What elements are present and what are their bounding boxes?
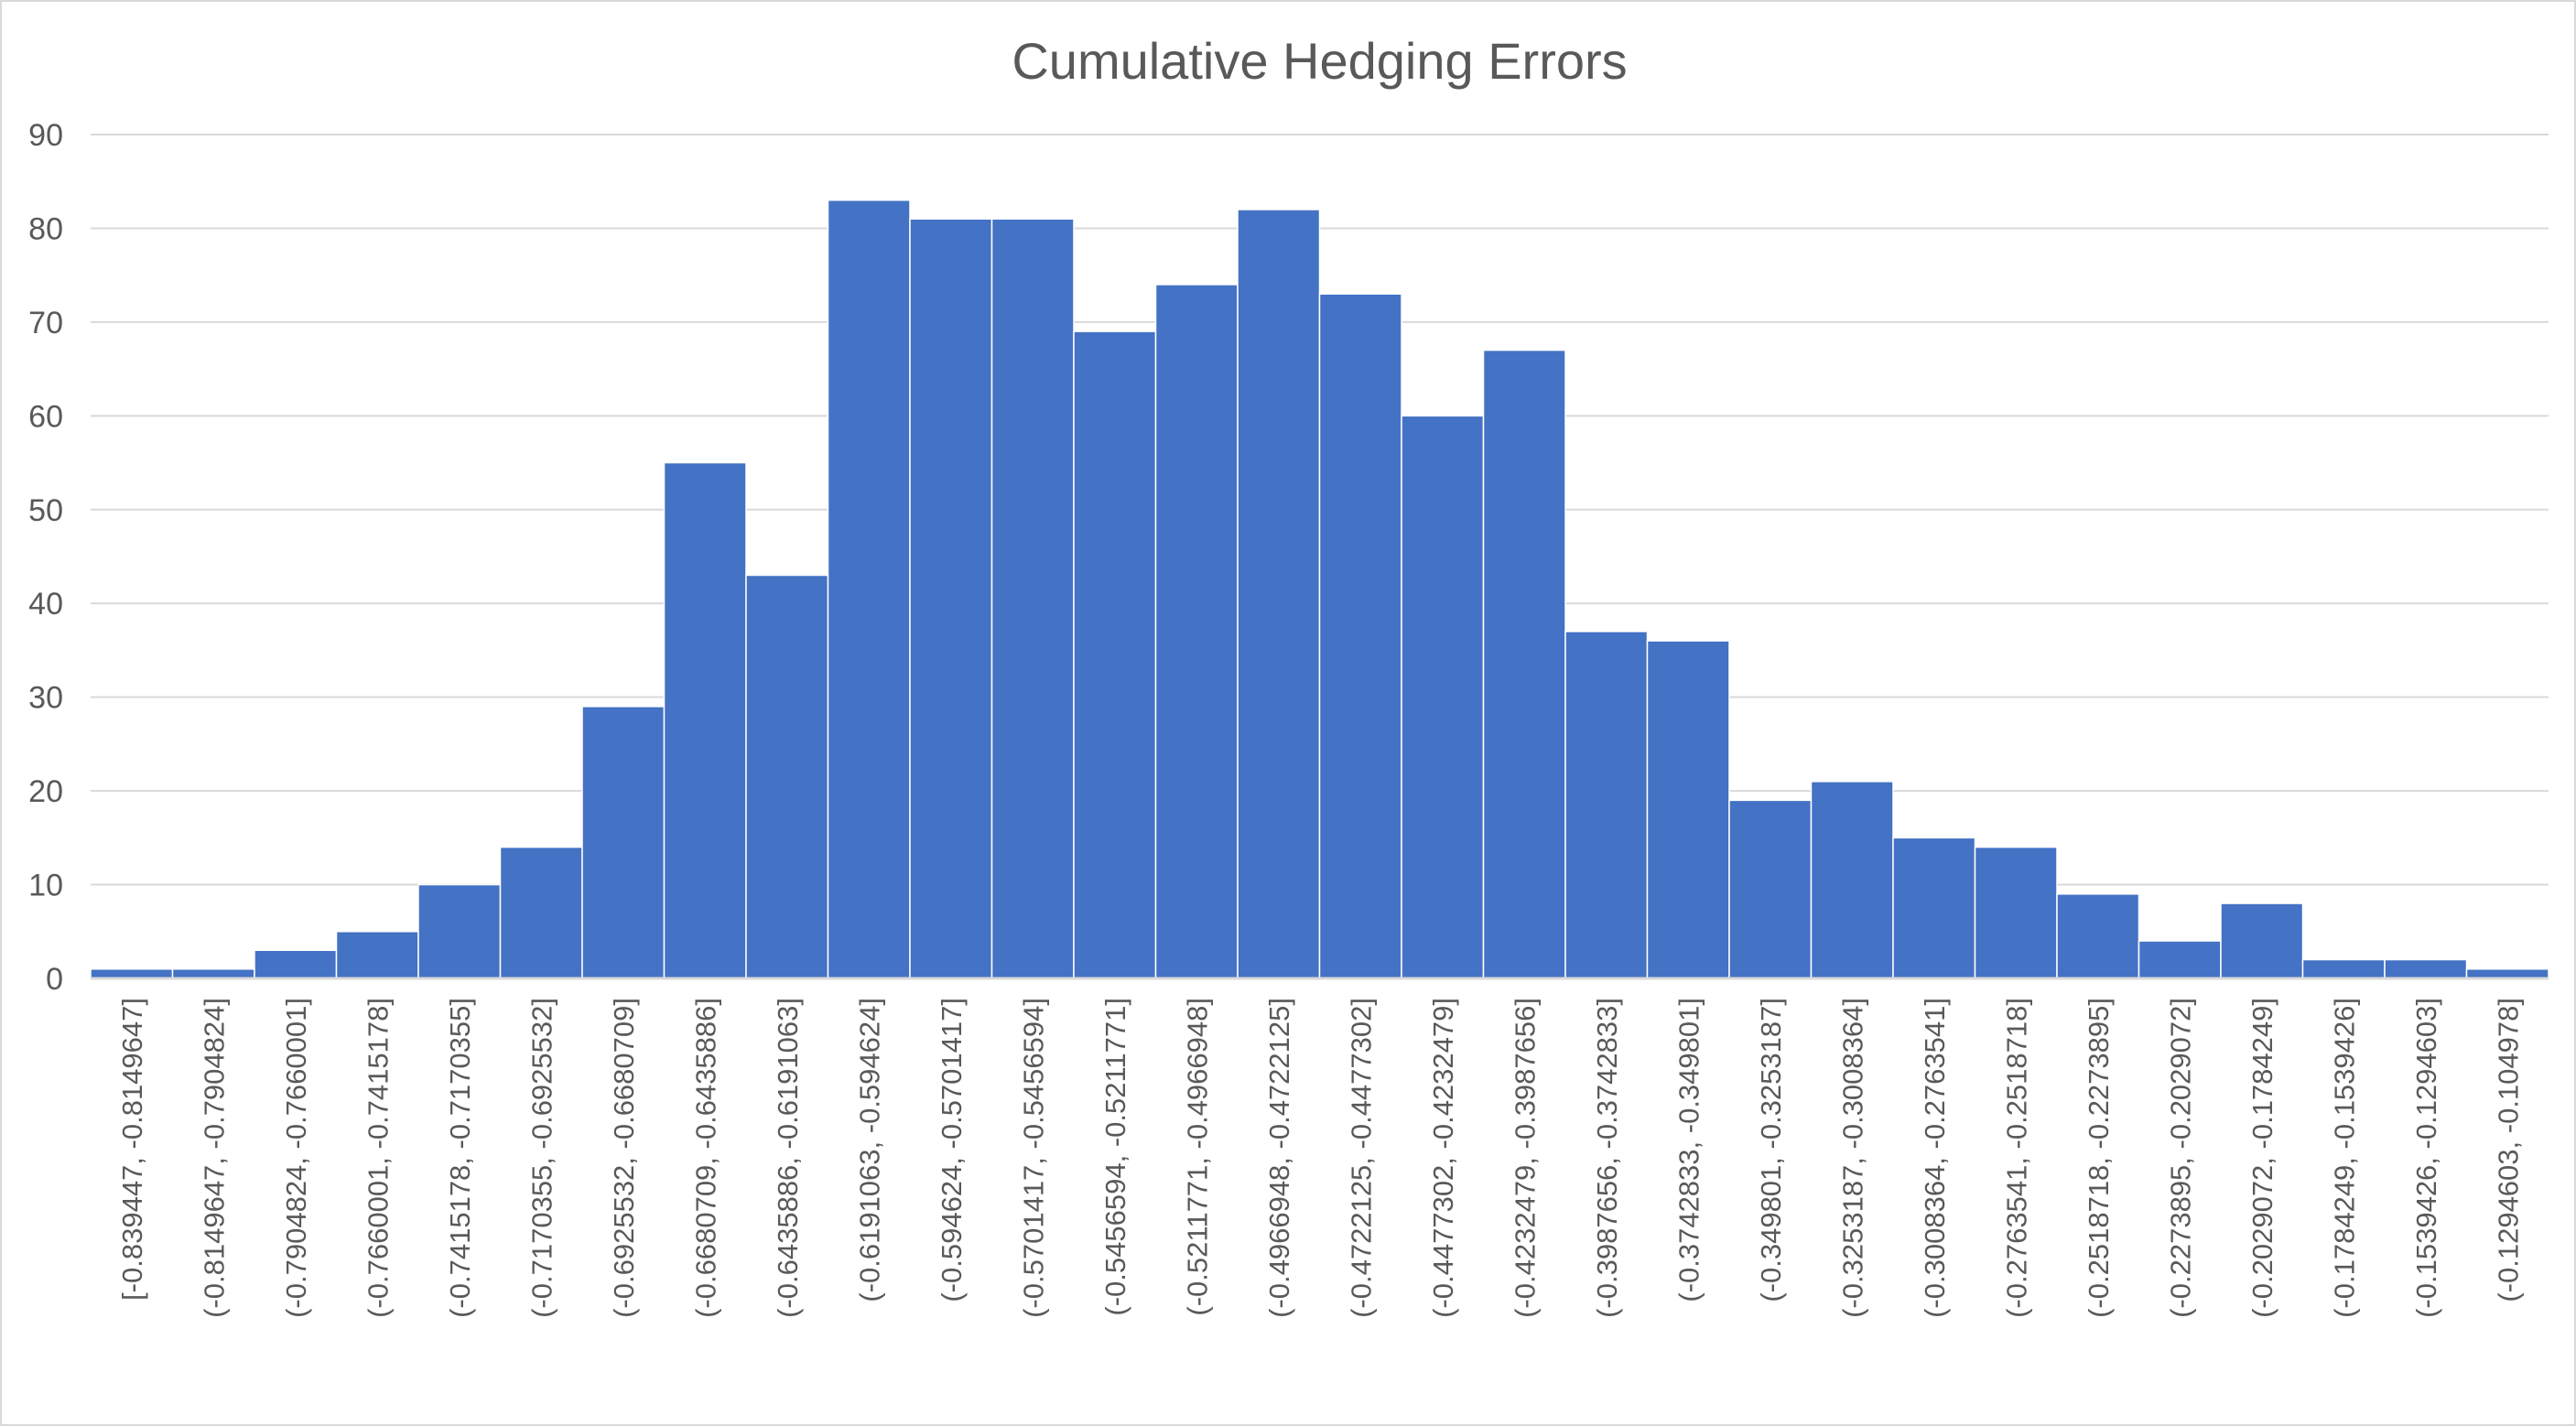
x-tick-label: (-0.1539426, -0.1294603] — [2410, 998, 2442, 1318]
histogram-bar — [499, 846, 583, 979]
histogram-bar — [335, 931, 419, 979]
histogram-bar — [1401, 415, 1485, 979]
x-tick-label: (-0.2763541, -0.2518718] — [2000, 998, 2032, 1318]
histogram-bar — [1154, 284, 1239, 979]
x-tick-label: (-0.594624, -0.5701417] — [936, 998, 968, 1302]
x-tick-label: (-0.3008364, -0.2763541] — [1919, 998, 1951, 1318]
histogram-bar — [2056, 893, 2140, 979]
histogram-bar — [990, 218, 1075, 979]
x-tick-label: (-0.6925532, -0.6680709] — [608, 998, 640, 1318]
x-tick-label: (-0.7170355, -0.6925532] — [525, 998, 557, 1318]
histogram-bar — [581, 706, 666, 979]
histogram-bar — [909, 218, 993, 979]
x-tick-label: (-0.6435886, -0.6191063] — [772, 998, 804, 1318]
x-tick-label: (-0.6191063, -0.594624] — [853, 998, 885, 1302]
x-tick-label: (-0.8149647, -0.7904824] — [198, 998, 230, 1318]
x-tick-label: (-0.4477302, -0.4232479] — [1427, 998, 1459, 1318]
histogram-bar — [2138, 940, 2222, 979]
x-tick-label: (-0.3253187, -0.3008364] — [1836, 998, 1868, 1318]
histogram-bar — [2301, 958, 2386, 979]
histogram-bar — [2220, 902, 2304, 979]
histogram-bar — [1810, 781, 1894, 979]
y-tick-label: 80 — [28, 211, 63, 246]
histogram-bar — [1318, 293, 1402, 979]
y-tick-label: 10 — [28, 869, 63, 903]
histogram-bar — [745, 574, 829, 979]
y-tick-label: 0 — [46, 962, 63, 997]
y-axis-tick-labels: 0 10 20 30 40 50 60 70 80 90 — [28, 118, 63, 997]
chart-title: Cumulative Hedging Errors — [1012, 32, 1627, 90]
histogram-bar — [90, 968, 174, 979]
histogram-bar — [1482, 349, 1566, 979]
x-tick-label: (-0.7660001, -0.7415178] — [362, 998, 394, 1318]
y-tick-label: 40 — [28, 587, 63, 621]
histogram-bar — [1237, 209, 1321, 979]
x-tick-label: (-0.1784249, -0.1539426] — [2328, 998, 2360, 1318]
x-tick-label: (-0.6680709, -0.6435886] — [689, 998, 721, 1318]
x-tick-label: (-0.2518718, -0.2273895] — [2083, 998, 2115, 1318]
histogram-bar — [254, 949, 338, 979]
histogram-bar — [1892, 837, 1976, 979]
x-tick-label: (-0.4232479, -0.3987656] — [1509, 998, 1541, 1318]
x-tick-label: (-0.349801, -0.3253187] — [1755, 998, 1787, 1302]
histogram-bar — [2465, 968, 2549, 979]
y-tick-label: 30 — [28, 681, 63, 716]
y-tick-label: 20 — [28, 774, 63, 809]
histogram-bar — [171, 968, 255, 979]
x-tick-label: (-0.2029072, -0.1784249] — [2246, 998, 2278, 1318]
x-tick-label: [-0.839447, -0.8149647] — [116, 998, 148, 1301]
y-tick-label: 60 — [28, 399, 63, 434]
x-tick-label: (-0.3742833, -0.349801] — [1672, 998, 1705, 1302]
x-tick-label: (-0.5211771, -0.4966948] — [1181, 998, 1213, 1316]
x-tick-label: (-0.3987656, -0.3742833] — [1591, 998, 1623, 1318]
x-tick-label: (-0.2273895, -0.2029072] — [2164, 998, 2196, 1318]
histogram-bar — [2384, 958, 2468, 979]
histogram-bar — [417, 883, 502, 979]
x-tick-label: (-0.4722125, -0.4477302] — [1345, 998, 1377, 1318]
histogram-bar — [663, 461, 747, 979]
x-axis-tick-labels: [-0.839447, -0.8149647] (-0.8149647, -0.7… — [116, 998, 2525, 1318]
y-tick-label: 70 — [28, 306, 63, 340]
x-tick-label: (-0.7904824, -0.7660001] — [280, 998, 312, 1318]
histogram-bar — [1728, 799, 1813, 979]
y-tick-label: 90 — [28, 118, 63, 153]
histogram-bar — [1073, 330, 1157, 979]
bars — [90, 199, 2549, 979]
x-tick-label: (-0.5701417, -0.5456594] — [1017, 998, 1049, 1318]
y-tick-label: 50 — [28, 493, 63, 528]
histogram-bar — [1974, 846, 2058, 979]
histogram-bar — [1646, 640, 1730, 979]
x-tick-label: (-0.5456594, -0.5211771] — [1099, 998, 1131, 1316]
x-tick-label: (-0.7415178, -0.7170355] — [444, 998, 476, 1318]
x-tick-label: (-0.1294603, -0.104978] — [2492, 998, 2524, 1302]
histogram-bar — [827, 199, 911, 979]
histogram-bar — [1564, 631, 1649, 979]
x-tick-label: (-0.4966948, -0.4722125] — [1263, 998, 1295, 1318]
